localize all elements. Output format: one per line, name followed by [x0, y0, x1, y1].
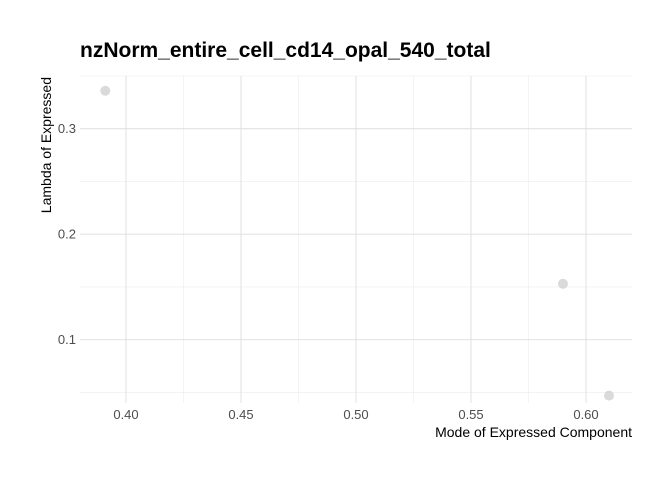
y-axis-label: Lambda of Expressed [38, 77, 54, 213]
x-tick-label: 0.40 [113, 407, 138, 422]
y-axis-ticks: 0.1 0.2 0.3 [58, 121, 76, 347]
chart-title: nzNorm_entire_cell_cd14_opal_540_total [80, 39, 491, 62]
y-tick-label: 0.3 [58, 121, 76, 136]
x-tick-label: 0.60 [573, 407, 598, 422]
x-tick-label: 0.45 [228, 407, 253, 422]
y-tick-label: 0.2 [58, 227, 76, 242]
x-axis-ticks: 0.40 0.45 0.50 0.55 0.60 [113, 407, 598, 422]
data-point [100, 85, 111, 96]
x-tick-label: 0.50 [343, 407, 368, 422]
y-tick-label: 0.1 [58, 332, 76, 347]
data-point [558, 278, 568, 289]
data-point [604, 390, 614, 401]
major-gridlines [80, 76, 632, 403]
x-tick-label: 0.55 [458, 407, 483, 422]
data-points [100, 85, 614, 401]
x-axis-label: Mode of Expressed Component [435, 424, 632, 440]
